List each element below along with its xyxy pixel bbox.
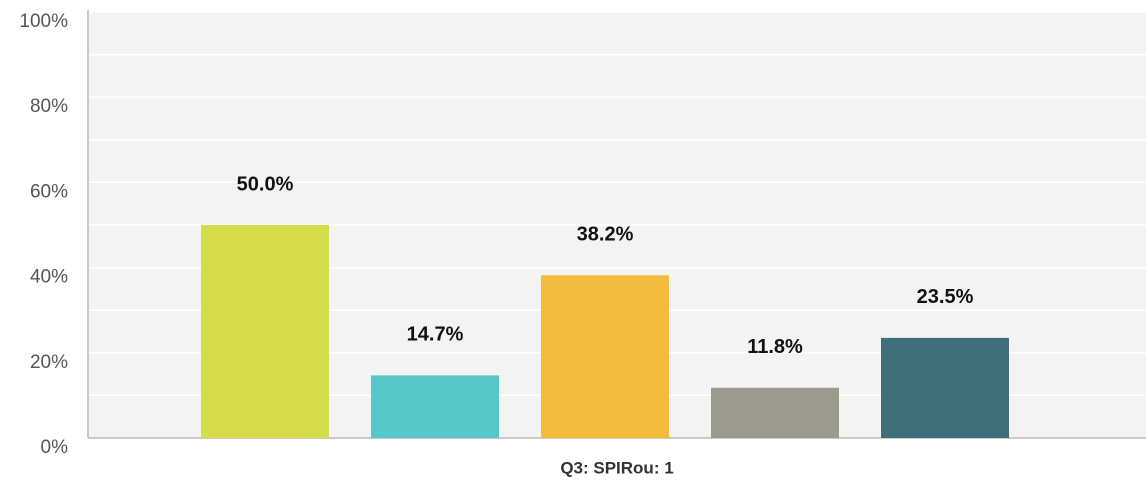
value-label: 11.8%: [747, 336, 803, 358]
y-tick-label: 100%: [19, 11, 68, 32]
bar: [541, 275, 669, 438]
bar: [371, 375, 499, 438]
value-label: 50.0%: [237, 173, 294, 195]
bar: [711, 387, 839, 438]
y-tick-label: 60%: [30, 181, 68, 202]
value-label: 38.2%: [577, 224, 634, 246]
bar: [201, 225, 329, 438]
y-tick-label: 0%: [41, 437, 69, 458]
y-tick-label: 40%: [30, 267, 68, 288]
bar: [881, 337, 1009, 438]
y-tick-label: 20%: [30, 352, 68, 373]
y-tick-label: 80%: [30, 96, 68, 117]
value-label: 14.7%: [407, 324, 464, 346]
value-label: 23.5%: [917, 286, 974, 308]
x-axis-label: Q3: SPIRou: 1: [560, 458, 673, 477]
